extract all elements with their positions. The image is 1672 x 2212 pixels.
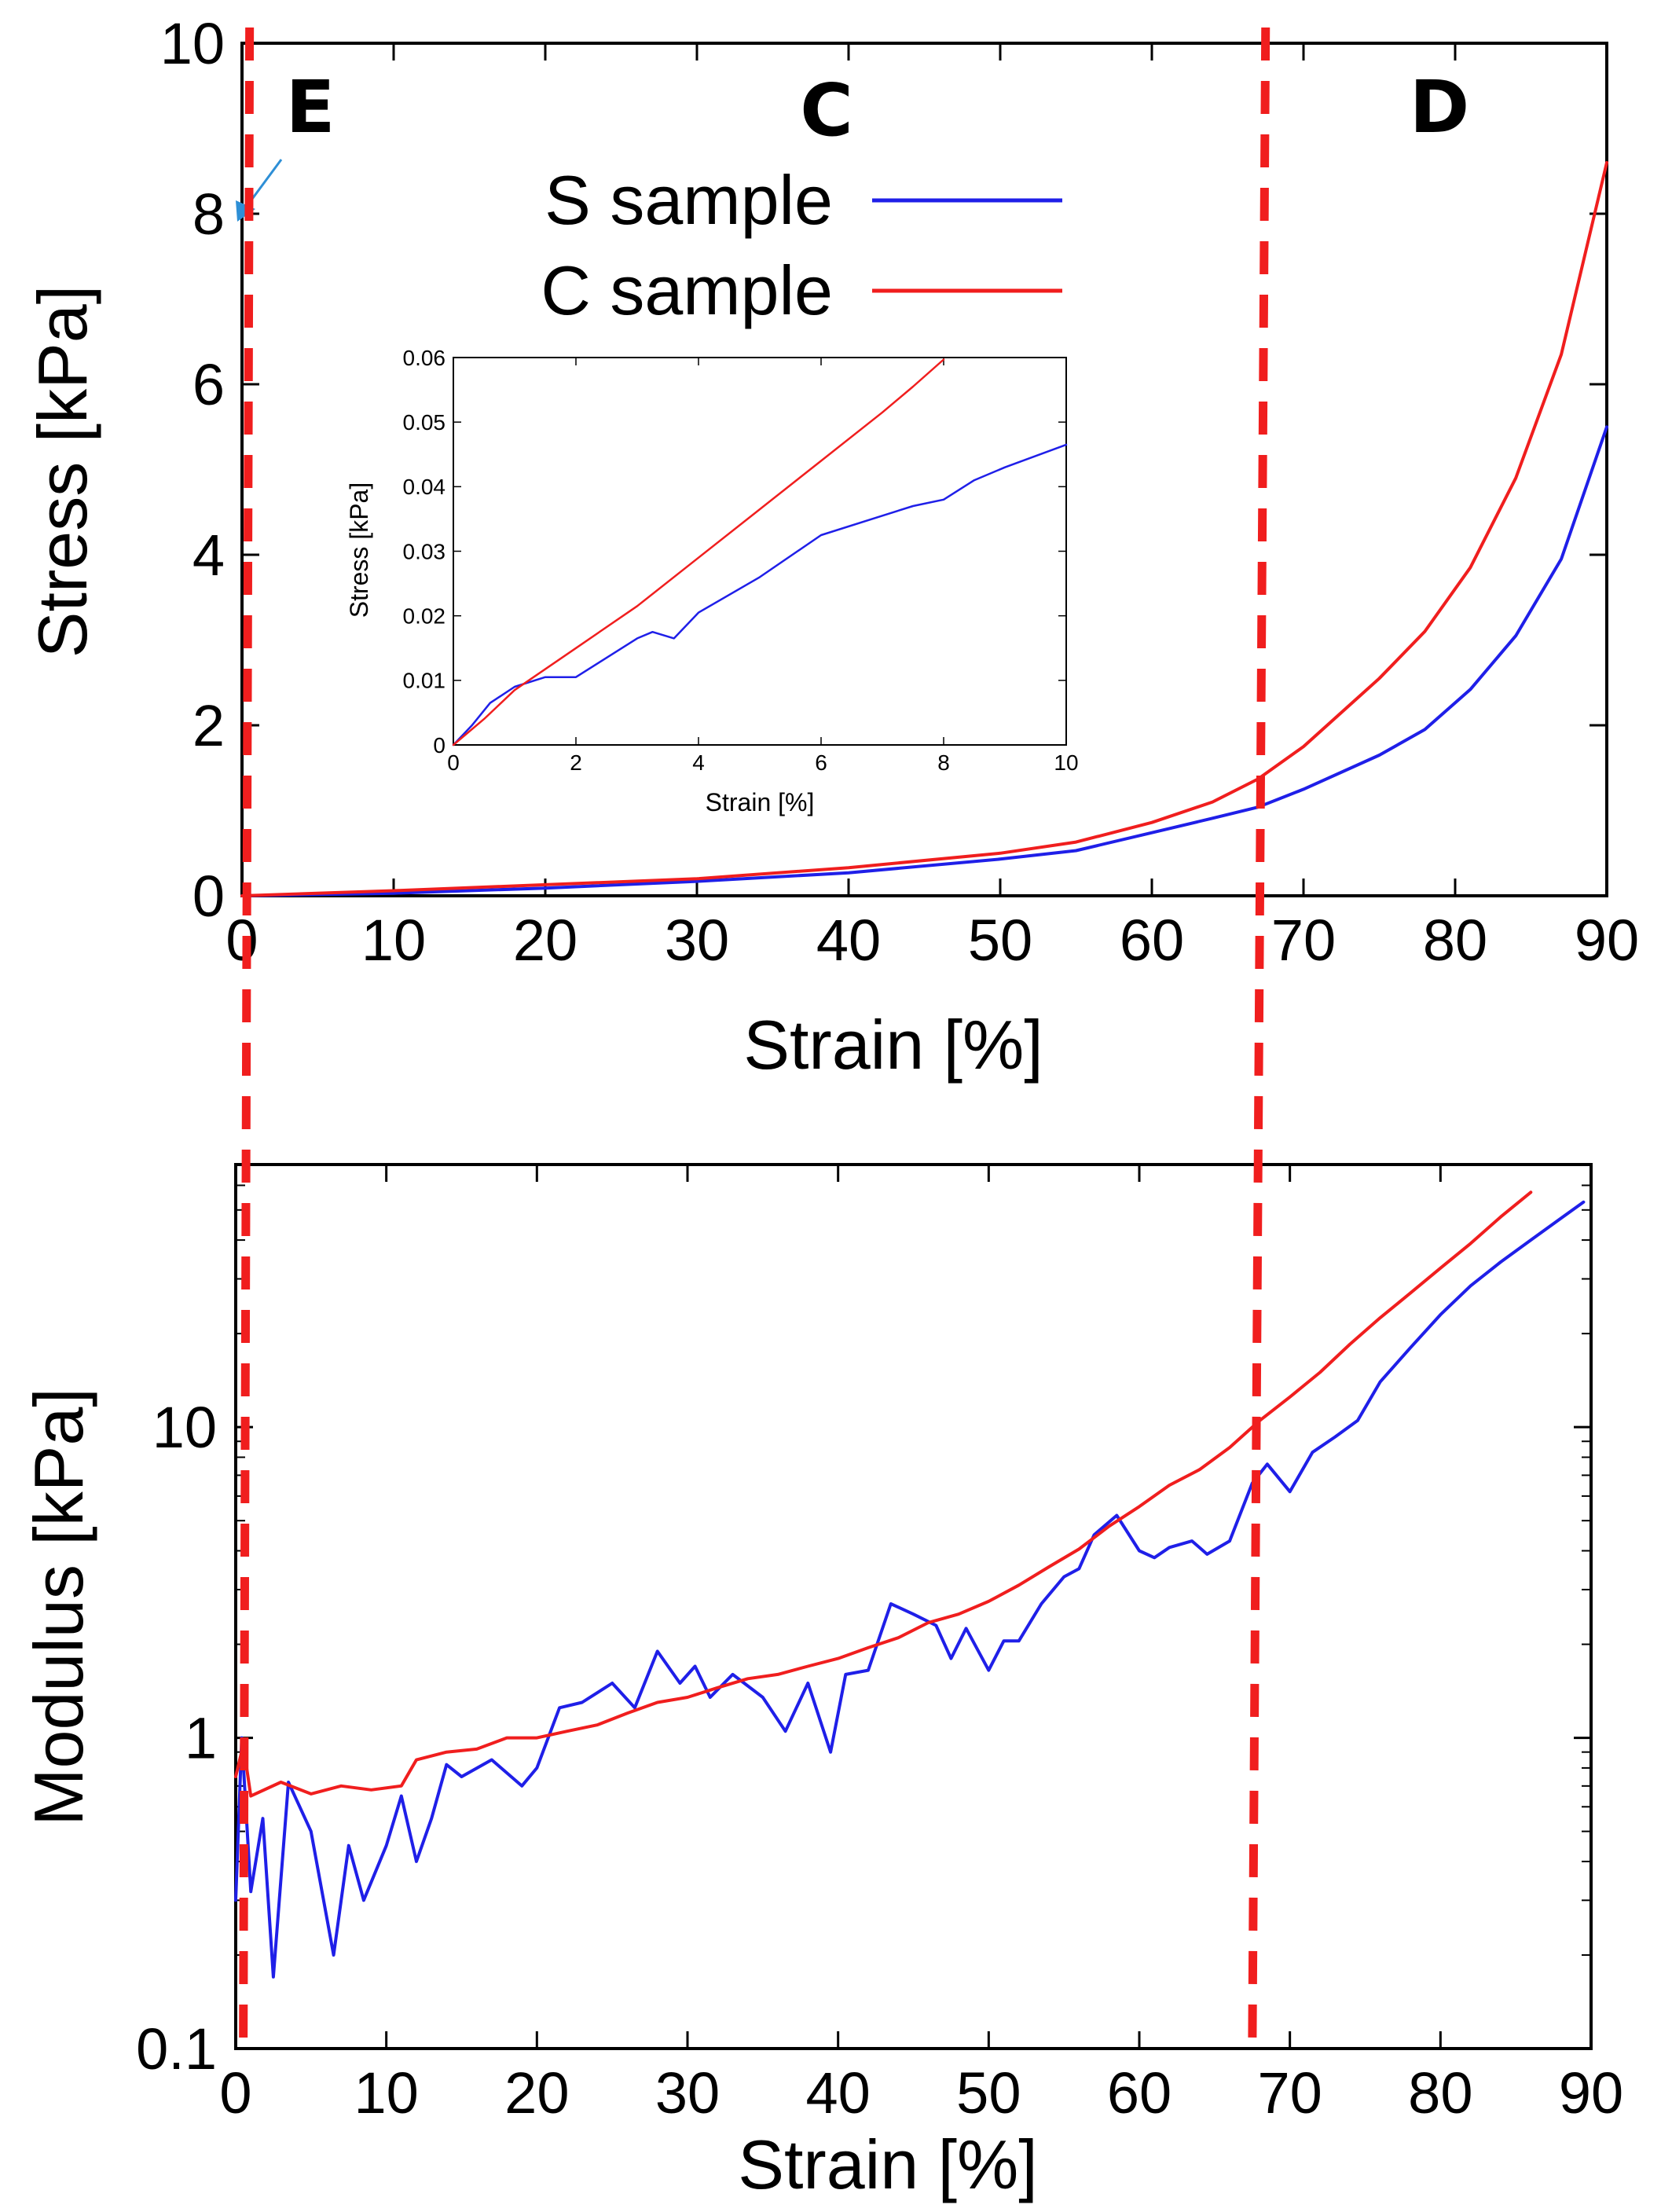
stress-y-tick-label: 6: [192, 352, 225, 417]
region-label-c: C: [800, 68, 853, 152]
modulus-x-tick-label: 80: [1408, 2060, 1472, 2126]
inset-series-c-sample-line: [452, 358, 945, 747]
modulus-x-tick-label: 50: [956, 2060, 1021, 2126]
modulus-strain-panel: 0 10 20 30 40 50 60 70 80 90 0.1 1 10 Strain [%] Mod…: [20, 1163, 1623, 2203]
modulus-y-axis-label: Modulus [kPa]: [20, 1388, 97, 1826]
inset-y-tick-label: 0.01: [403, 669, 446, 693]
modulus-y-tick-label: 1: [185, 1705, 217, 1770]
inset-y-tick-label: 0.02: [403, 603, 446, 628]
inset-x-tick-label: 4: [692, 750, 705, 775]
region-label-e: E: [286, 65, 336, 149]
stress-y-tick-label: 0: [192, 864, 225, 929]
stress-series-c-sample-line: [240, 160, 1608, 897]
inset-x-tick-label: 10: [1054, 750, 1078, 775]
modulus-series-c-sample-line: [234, 1190, 1533, 1798]
inset-y-tick-label: 0.06: [403, 346, 446, 370]
stress-x-tick-label: 30: [665, 908, 729, 973]
stress-strain-inset: 0 2 4 6 8 10 0 0.01 0.02 0.03 0.04 0.05 0.06 Strain …: [345, 346, 1079, 816]
modulus-series: [234, 1190, 1586, 1979]
inset-y-tick-label: 0.03: [403, 539, 446, 563]
stress-x-tick-label: 70: [1271, 908, 1336, 973]
inset-x-tick-label: 0: [447, 750, 460, 775]
stress-y-axis-label: Stress [kPa]: [24, 285, 101, 658]
stress-y-tick-label: 10: [160, 11, 225, 76]
modulus-x-tick-label: 40: [806, 2060, 871, 2126]
inset-plot-frame: [453, 357, 1067, 746]
inset-x-tick-label: 2: [570, 750, 582, 775]
stress-x-tick-label: 90: [1575, 908, 1639, 973]
modulus-x-tick-label: 60: [1107, 2060, 1172, 2126]
stress-series-s-sample-line: [240, 425, 1608, 897]
modulus-x-tick-label: 30: [655, 2060, 720, 2126]
modulus-x-tick-label: 70: [1258, 2060, 1322, 2126]
stress-x-tick-label: 60: [1120, 908, 1184, 973]
inset-series-s-sample-line: [452, 443, 1068, 747]
inset-axis-ticks: 0 2 4 6 8 10 0 0.01 0.02 0.03 0.04 0.05 0.06: [403, 346, 1079, 775]
legend-label-s-sample: S sample: [544, 161, 833, 239]
modulus-x-tick-label: 10: [354, 2060, 419, 2126]
stress-x-tick-label: 10: [361, 908, 426, 973]
modulus-x-axis-label: Strain [%]: [738, 2126, 1037, 2203]
stress-x-tick-label: 50: [968, 908, 1032, 973]
stress-x-axis-label: Strain [%]: [743, 1006, 1043, 1084]
modulus-x-tick-label: 90: [1559, 2060, 1623, 2126]
region-label-d: D: [1410, 65, 1469, 149]
region-labels: E C D: [286, 65, 1470, 152]
region-dividers: [239, 27, 1270, 2058]
stress-x-tick-label: 80: [1423, 908, 1487, 973]
stress-y-tick-label: 2: [192, 693, 225, 758]
modulus-plot-frame: [234, 1163, 1593, 2050]
modulus-series-s-sample-line: [234, 1200, 1586, 1979]
inset-y-tick-label: 0: [433, 733, 446, 758]
stress-y-tick-label: 8: [192, 182, 225, 247]
inset-y-axis-label: Stress [kPa]: [345, 482, 373, 618]
inset-y-tick-label: 0.05: [403, 410, 446, 435]
modulus-y-tick-label: 0.1: [136, 2016, 217, 2082]
legend-label-c-sample: C sample: [541, 251, 833, 329]
inset-series: [452, 358, 1068, 747]
inset-y-tick-label: 0.04: [403, 475, 446, 499]
stress-plot-frame: [240, 42, 1608, 897]
stress-x-tick-label: 0: [226, 908, 258, 973]
region-divider-2: [1248, 27, 1270, 2058]
inset-x-tick-label: 8: [937, 750, 950, 775]
stress-series: [240, 160, 1608, 897]
inset-x-axis-label: Strain [%]: [706, 788, 815, 816]
modulus-x-tick-label: 20: [504, 2060, 569, 2126]
modulus-x-tick-label: 0: [219, 2060, 251, 2126]
region-divider-1: [239, 27, 255, 2058]
inset-x-tick-label: 6: [815, 750, 827, 775]
legend: S sample C sample: [541, 161, 1062, 329]
stress-x-tick-label: 20: [513, 908, 578, 973]
modulus-axis-ticks: 0 10 20 30 40 50 60 70 80 90 0.1 1 10: [136, 1164, 1623, 2126]
stress-x-tick-label: 40: [816, 908, 881, 973]
modulus-y-tick-label: 10: [152, 1395, 217, 1460]
stress-y-tick-label: 4: [192, 523, 225, 588]
